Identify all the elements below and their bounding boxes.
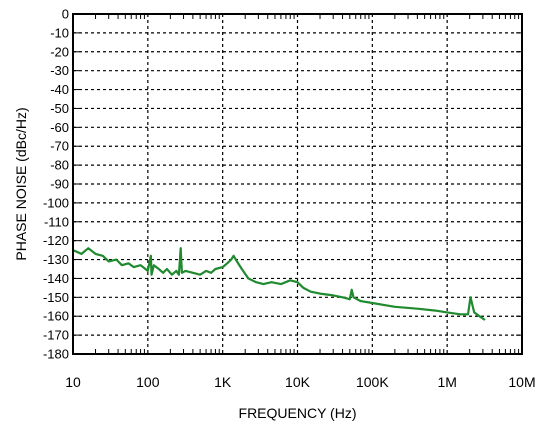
y-tick-label: -50 [50, 101, 69, 116]
x-tick-label: 1M [437, 374, 456, 390]
y-tick-label: -30 [50, 63, 69, 78]
y-tick-label: -80 [50, 158, 69, 173]
series-group [72, 247, 486, 321]
y-tick-label: -110 [44, 214, 69, 229]
y-tick-label: -40 [50, 82, 69, 97]
y-tick-label: -60 [50, 120, 69, 135]
y-tick-label: -180 [43, 347, 69, 362]
y-tick-labels: 0 -10 -20 -30 -40 -50 -60 -70 -80 -90 -100 -110 -120… [43, 7, 69, 362]
x-tick-label: 10 [65, 374, 81, 390]
y-tick-label: -90 [50, 177, 69, 192]
grid-lines [73, 14, 522, 354]
x-tick-label: 10K [285, 374, 311, 390]
plot-frame [72, 13, 523, 355]
x-axis-label: FREQUENCY (Hz) [239, 405, 357, 421]
x-tick-label: 1K [214, 374, 232, 390]
y-tick-label: -70 [50, 139, 69, 154]
x-tick-label: 100K [356, 374, 389, 390]
y-tick-label: 0 [62, 7, 69, 22]
x-tick-label: 10M [508, 374, 535, 390]
y-tick-label: -160 [43, 309, 69, 324]
y-tick-label: -130 [43, 252, 69, 267]
y-tick-label: -20 [50, 44, 69, 59]
y-tick-label: -170 [43, 328, 69, 343]
y-tick-label: -10 [50, 25, 69, 40]
x-tick-label: 100 [136, 374, 160, 390]
y-tick-label: -120 [43, 233, 69, 248]
phase-noise-series-line [72, 247, 486, 321]
y-tick-label: -140 [43, 271, 69, 286]
x-tick-labels: 10 100 1K 10K 100K 1M 10M [65, 374, 535, 390]
y-tick-label: -150 [43, 290, 69, 305]
y-axis-label: PHASE NOISE (dBc/Hz) [13, 107, 29, 260]
y-tick-label: -100 [43, 195, 69, 210]
